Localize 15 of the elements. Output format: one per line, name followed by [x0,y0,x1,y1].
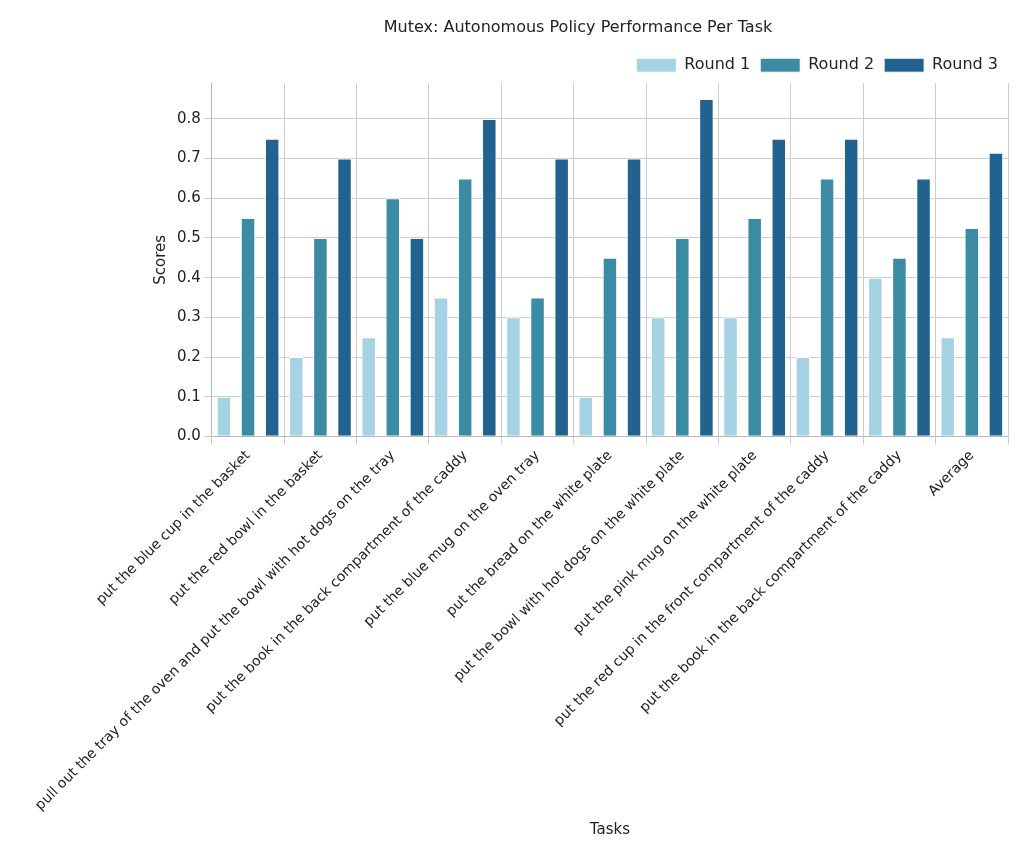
y-axis-title: Scores [150,234,169,285]
y-tick-label: 0.8 [177,108,201,127]
legend-label: Round 1 [684,54,751,74]
y-tick-label: 0.6 [177,188,201,207]
y-tick-label: 0.5 [177,227,201,246]
x-axis-title: Tasks [588,819,631,838]
y-tick-label: 0.7 [177,148,201,167]
y-tick-label: 0.3 [177,307,201,326]
y-tick-label: 0.2 [177,346,201,365]
chart-title: Mutex: Autonomous Policy Performance Per Task [383,16,773,36]
y-tick-label: 0.4 [177,267,201,286]
y-tick-label: 0.0 [177,426,201,445]
y-tick-label: 0.1 [177,386,201,405]
legend-label: Round 3 [932,54,998,74]
legend-label: Round 2 [808,54,875,74]
